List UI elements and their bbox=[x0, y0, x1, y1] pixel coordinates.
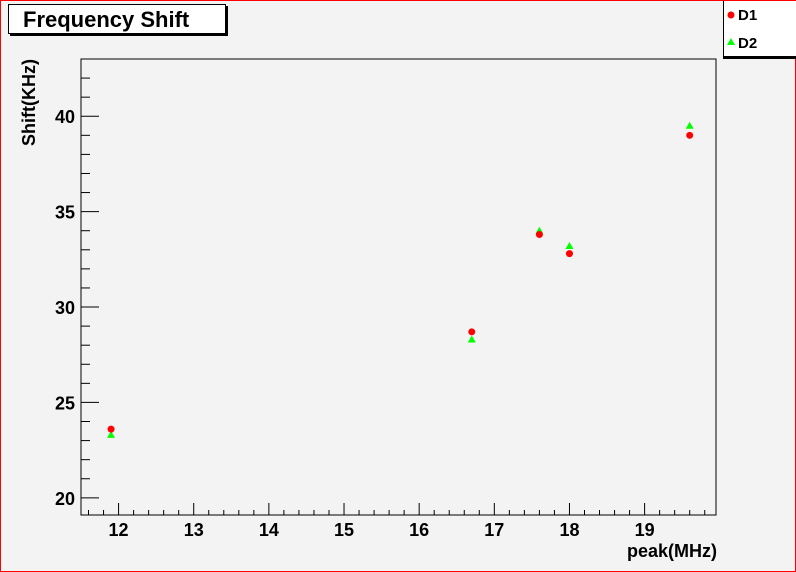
x-tick-label: 17 bbox=[484, 520, 504, 540]
x-tick-label: 14 bbox=[259, 520, 279, 540]
triangle-marker-icon bbox=[727, 38, 735, 45]
plot-frame bbox=[80, 58, 717, 516]
legend: D1 D2 bbox=[723, 1, 796, 59]
x-tick-label: 13 bbox=[184, 520, 204, 540]
x-axis-label: peak(MHz) bbox=[627, 541, 717, 561]
x-tick-label: 12 bbox=[109, 520, 129, 540]
data-point-d1 bbox=[107, 425, 115, 433]
y-tick-label: 35 bbox=[55, 203, 75, 223]
circle-marker-icon bbox=[727, 11, 735, 19]
data-point-d2 bbox=[565, 241, 574, 249]
y-tick-label: 20 bbox=[55, 489, 75, 509]
x-tick-label: 19 bbox=[635, 520, 655, 540]
axis-ticks bbox=[81, 58, 706, 515]
y-tick-label: 25 bbox=[55, 393, 75, 413]
legend-label-d2: D2 bbox=[738, 35, 758, 52]
x-tick-label: 15 bbox=[334, 520, 354, 540]
chart-title: Frequency Shift bbox=[23, 7, 190, 32]
data-point-d2 bbox=[685, 121, 694, 129]
data-point-d1 bbox=[468, 328, 476, 336]
data-point-d1 bbox=[565, 250, 573, 258]
data-point-d1 bbox=[686, 131, 694, 139]
x-tick-label: 18 bbox=[559, 520, 579, 540]
y-axis-label: Shift(KHz) bbox=[19, 59, 39, 146]
y-tick-label: 40 bbox=[55, 107, 75, 127]
x-tick-label: 16 bbox=[409, 520, 429, 540]
chart-title-box: Frequency Shift bbox=[8, 4, 226, 34]
legend-item-d1: D1 bbox=[724, 3, 796, 27]
legend-label-d1: D1 bbox=[738, 7, 758, 24]
data-points bbox=[107, 121, 694, 438]
data-point-d2 bbox=[467, 335, 476, 343]
data-point-d2 bbox=[107, 430, 116, 438]
legend-item-d2: D2 bbox=[724, 31, 796, 55]
tick-labels: 12 13 14 15 16 17 18 19 20 25 30 35 40 bbox=[55, 107, 655, 540]
y-tick-label: 30 bbox=[55, 298, 75, 318]
data-point-d1 bbox=[535, 231, 543, 239]
